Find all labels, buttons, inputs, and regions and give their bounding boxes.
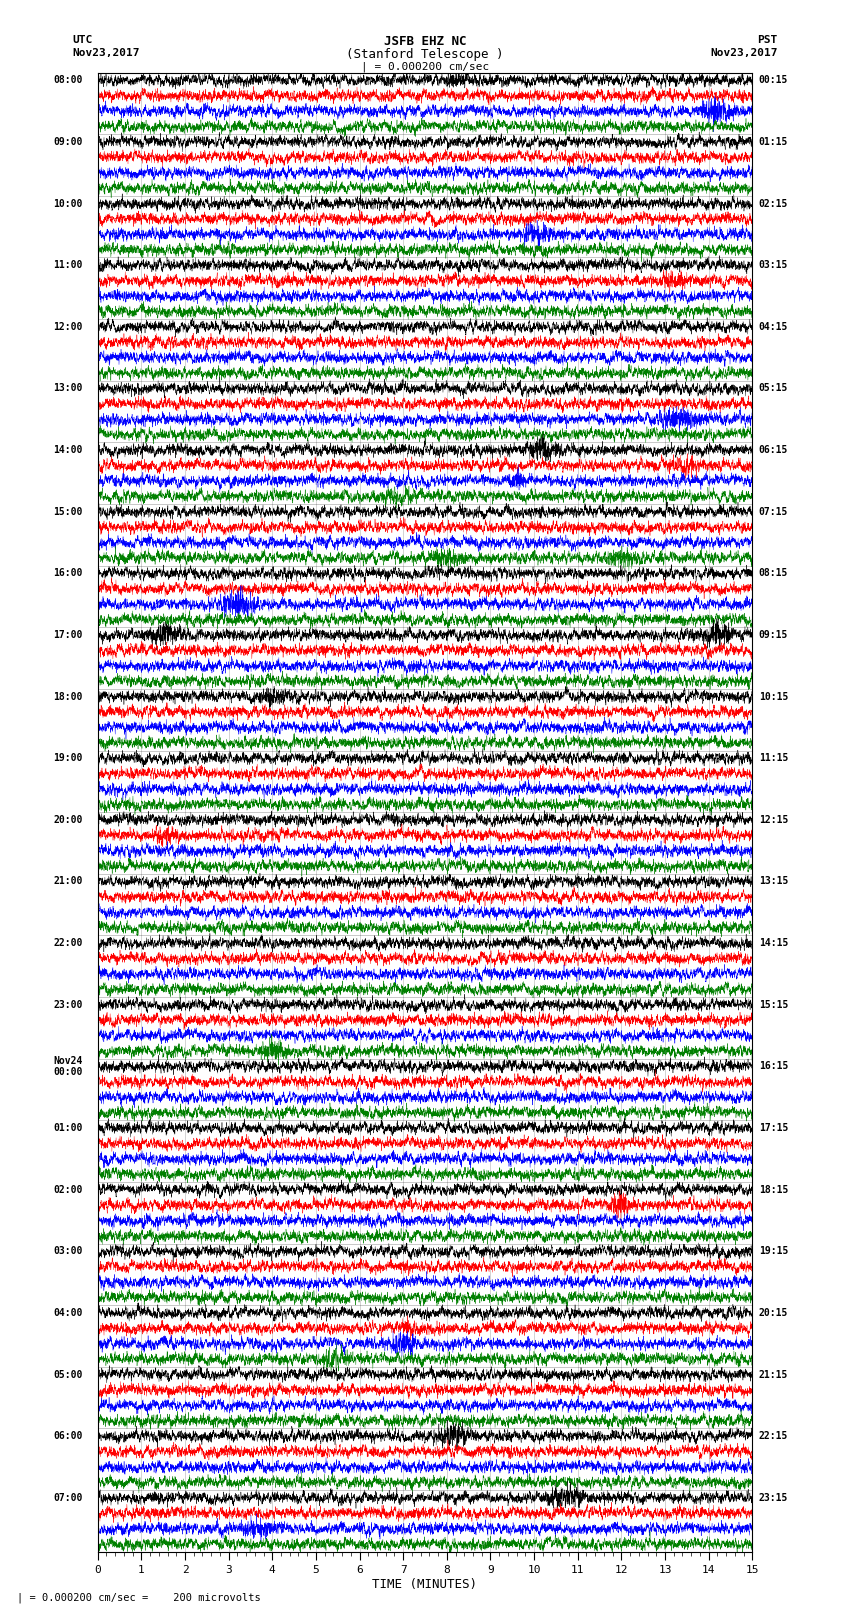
Text: 06:15: 06:15 — [759, 445, 788, 455]
Text: 04:00: 04:00 — [53, 1308, 82, 1318]
Text: 23:00: 23:00 — [53, 1000, 82, 1010]
Text: 08:15: 08:15 — [759, 568, 788, 579]
Text: 00:15: 00:15 — [759, 76, 788, 85]
Text: 14:00: 14:00 — [53, 445, 82, 455]
Text: 18:00: 18:00 — [53, 692, 82, 702]
Text: 18:15: 18:15 — [759, 1184, 788, 1195]
Text: 12:00: 12:00 — [53, 323, 82, 332]
Text: 11:15: 11:15 — [759, 753, 788, 763]
Text: 06:00: 06:00 — [53, 1431, 82, 1440]
Text: 19:00: 19:00 — [53, 753, 82, 763]
Text: 10:00: 10:00 — [53, 198, 82, 208]
Text: 17:00: 17:00 — [53, 631, 82, 640]
Text: 20:00: 20:00 — [53, 815, 82, 824]
Text: 07:15: 07:15 — [759, 506, 788, 516]
Text: PST: PST — [757, 35, 778, 45]
Text: 21:00: 21:00 — [53, 876, 82, 887]
Text: (Stanford Telescope ): (Stanford Telescope ) — [346, 48, 504, 61]
Text: 17:15: 17:15 — [759, 1123, 788, 1132]
Text: Nov23,2017: Nov23,2017 — [711, 48, 778, 58]
Text: 03:15: 03:15 — [759, 260, 788, 271]
Text: 20:15: 20:15 — [759, 1308, 788, 1318]
Text: 03:00: 03:00 — [53, 1247, 82, 1257]
Text: 15:00: 15:00 — [53, 506, 82, 516]
Text: Nov23,2017: Nov23,2017 — [72, 48, 139, 58]
Text: 04:15: 04:15 — [759, 323, 788, 332]
Text: | = 0.000200 cm/sec =    200 microvolts: | = 0.000200 cm/sec = 200 microvolts — [17, 1592, 261, 1603]
Text: 09:15: 09:15 — [759, 631, 788, 640]
Text: Nov24
00:00: Nov24 00:00 — [53, 1055, 82, 1077]
Text: 13:00: 13:00 — [53, 384, 82, 394]
Text: 05:15: 05:15 — [759, 384, 788, 394]
Text: 07:00: 07:00 — [53, 1492, 82, 1503]
Text: 12:15: 12:15 — [759, 815, 788, 824]
Text: 19:15: 19:15 — [759, 1247, 788, 1257]
Text: 14:15: 14:15 — [759, 939, 788, 948]
Text: 21:15: 21:15 — [759, 1369, 788, 1379]
Text: 16:00: 16:00 — [53, 568, 82, 579]
Text: JSFB EHZ NC: JSFB EHZ NC — [383, 35, 467, 48]
Text: 23:15: 23:15 — [759, 1492, 788, 1503]
Text: | = 0.000200 cm/sec: | = 0.000200 cm/sec — [361, 61, 489, 73]
Text: 02:00: 02:00 — [53, 1184, 82, 1195]
Text: 11:00: 11:00 — [53, 260, 82, 271]
Text: 16:15: 16:15 — [759, 1061, 788, 1071]
Text: UTC: UTC — [72, 35, 93, 45]
Text: 01:15: 01:15 — [759, 137, 788, 147]
Text: 01:00: 01:00 — [53, 1123, 82, 1132]
Text: 05:00: 05:00 — [53, 1369, 82, 1379]
Text: 08:00: 08:00 — [53, 76, 82, 85]
Text: 22:00: 22:00 — [53, 939, 82, 948]
Text: 22:15: 22:15 — [759, 1431, 788, 1440]
X-axis label: TIME (MINUTES): TIME (MINUTES) — [372, 1578, 478, 1590]
Text: 09:00: 09:00 — [53, 137, 82, 147]
Text: 10:15: 10:15 — [759, 692, 788, 702]
Text: 02:15: 02:15 — [759, 198, 788, 208]
Text: 15:15: 15:15 — [759, 1000, 788, 1010]
Text: 13:15: 13:15 — [759, 876, 788, 887]
